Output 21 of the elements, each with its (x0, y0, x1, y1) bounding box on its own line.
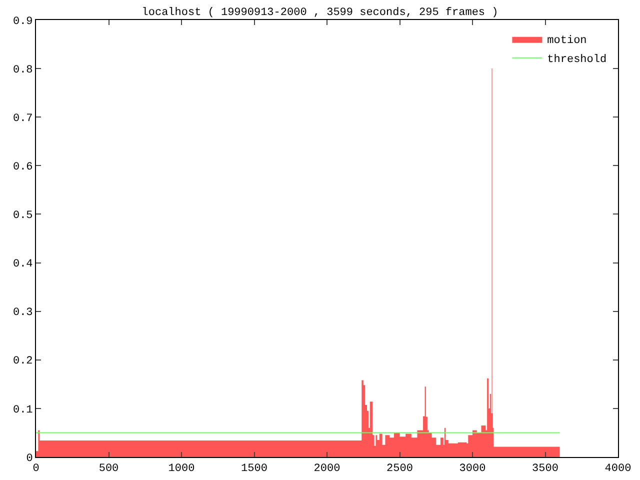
x-tick-label: 4000 (604, 463, 632, 476)
legend-label: motion (547, 35, 587, 48)
x-tick-label: 1500 (241, 463, 268, 476)
x-tick-label: 500 (98, 463, 119, 476)
y-tick-label: 0.7 (12, 112, 33, 125)
x-tick-label: 2000 (314, 463, 340, 476)
x-tick-label: 3000 (459, 463, 486, 476)
y-tick-label: 0 (26, 452, 33, 465)
y-tick-label: 0.9 (12, 16, 33, 28)
chart-title: localhost ( 19990913-2000 , 3599 seconds, 295 frames ) (142, 6, 498, 19)
y-tick-label: 0.1 (12, 404, 34, 416)
x-tick-label: 2500 (386, 463, 413, 476)
x-tick-label: 3500 (532, 463, 558, 476)
y-tick-label: 0.6 (12, 162, 33, 174)
y-tick-label: 0.8 (12, 64, 33, 76)
x-tick-label: 1000 (168, 463, 195, 476)
y-tick-label: 0.5 (12, 210, 33, 222)
y-tick-label: 0.2 (12, 356, 33, 368)
y-tick-label: 0.4 (12, 258, 34, 271)
y-tick-label: 0.3 (12, 307, 33, 320)
legend-label: threshold (547, 54, 607, 66)
